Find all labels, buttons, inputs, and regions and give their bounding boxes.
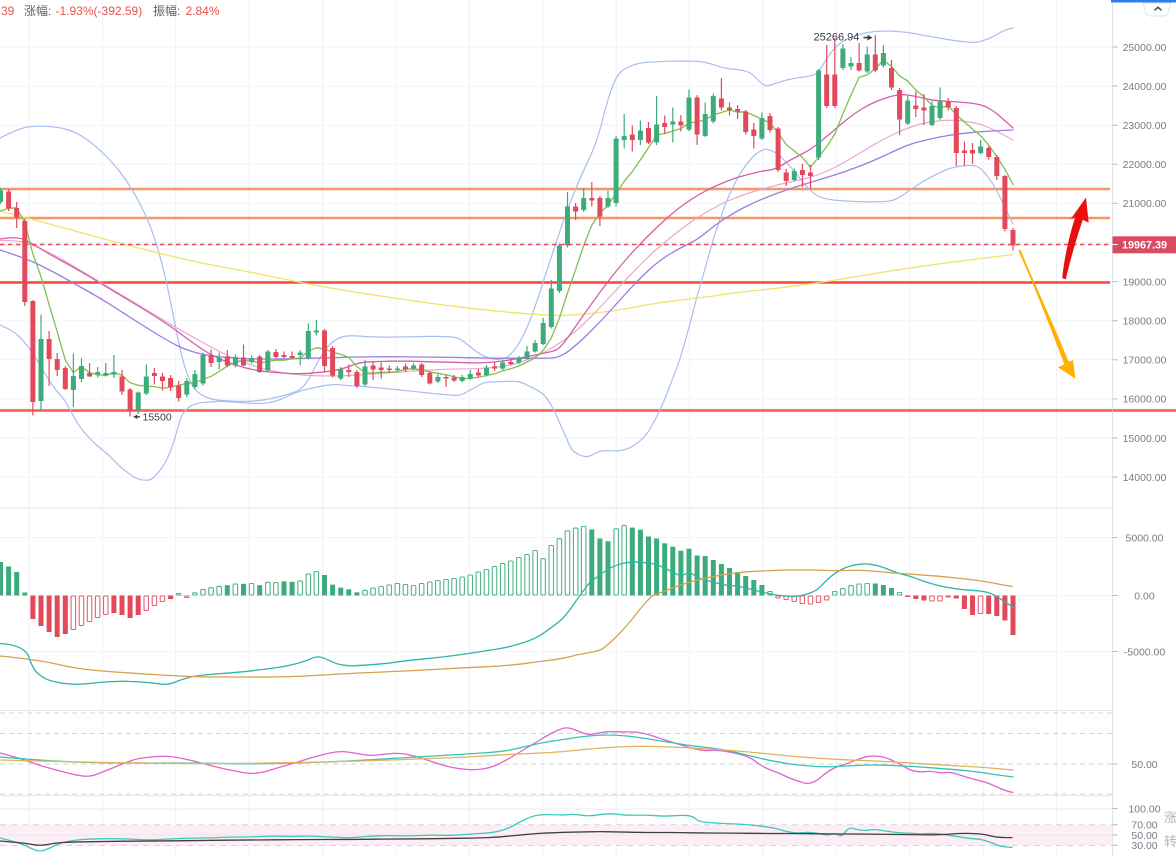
svg-text:50.00: 50.00 <box>1131 759 1157 771</box>
svg-text:-5000.00: -5000.00 <box>1124 646 1166 658</box>
svg-text:70.00: 70.00 <box>1131 820 1157 832</box>
svg-text:振幅:: 振幅: <box>153 3 180 18</box>
svg-text:0.00: 0.00 <box>1134 590 1155 602</box>
svg-text:-1.93%(-392.59): -1.93%(-392.59) <box>56 4 143 18</box>
svg-text:39: 39 <box>1 4 15 18</box>
svg-text:22000.00: 22000.00 <box>1123 159 1167 171</box>
svg-text:15000.00: 15000.00 <box>1123 433 1167 445</box>
svg-text:16000.00: 16000.00 <box>1123 394 1167 406</box>
svg-text:50.00: 50.00 <box>1131 830 1157 842</box>
svg-text:19000.00: 19000.00 <box>1123 276 1167 288</box>
svg-text:30.00: 30.00 <box>1131 840 1157 852</box>
svg-text:23000.00: 23000.00 <box>1123 120 1167 132</box>
svg-text:转: 转 <box>1164 834 1176 849</box>
svg-text:100.00: 100.00 <box>1128 803 1160 815</box>
svg-text:涨幅:: 涨幅: <box>24 3 51 18</box>
svg-text:涨: 涨 <box>1164 810 1176 825</box>
svg-text:14000.00: 14000.00 <box>1123 472 1167 484</box>
svg-text:19967.39: 19967.39 <box>1122 240 1167 252</box>
svg-text:21000.00: 21000.00 <box>1123 198 1167 210</box>
svg-text:18000.00: 18000.00 <box>1123 316 1167 328</box>
svg-text:5000.00: 5000.00 <box>1126 532 1164 544</box>
svg-text:15500: 15500 <box>143 411 172 423</box>
svg-text:2.84%: 2.84% <box>186 4 220 18</box>
svg-text:17000.00: 17000.00 <box>1123 355 1167 367</box>
svg-text:25266.94: 25266.94 <box>814 32 860 44</box>
svg-text:24000.00: 24000.00 <box>1123 81 1167 93</box>
svg-text:25000.00: 25000.00 <box>1123 42 1167 54</box>
